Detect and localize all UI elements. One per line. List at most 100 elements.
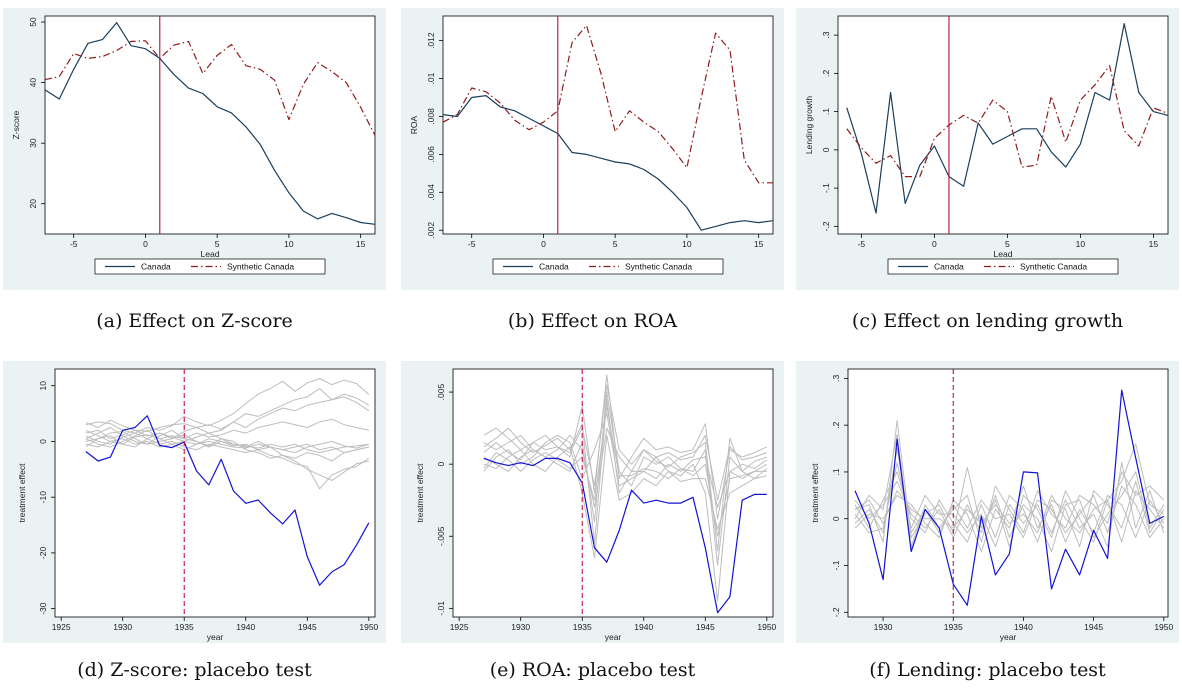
x-tick-label: -5 bbox=[70, 239, 78, 249]
series-line-placebo bbox=[85, 418, 369, 448]
caption-f: (f) Lending: placebo test bbox=[796, 659, 1179, 681]
chart-f: 1930 1935 1940 1945 1950 -.2 -.1 0 .1 .2 .3 year tre… bbox=[810, 368, 1174, 642]
y-tick-label: .004 bbox=[426, 184, 436, 201]
series-line-placebo bbox=[85, 378, 370, 434]
x-tick-label: 5 bbox=[215, 239, 220, 249]
series-line-placebo bbox=[483, 406, 767, 537]
x-tick-label: 1945 bbox=[1084, 622, 1103, 632]
legend-label: Canada bbox=[934, 262, 964, 272]
series-line-synthetic-canada bbox=[442, 24, 773, 184]
chart-a: -5 0 5 10 15 20 30 40 50 Lead Z-score Canada Synthet… bbox=[11, 15, 376, 275]
x-tick-label: 1950 bbox=[757, 622, 776, 632]
y-tick-label: -30 bbox=[38, 602, 48, 615]
y-axis-title: ROA bbox=[409, 115, 419, 134]
series-line-treated bbox=[85, 415, 370, 586]
y-tick-label: .012 bbox=[426, 32, 436, 49]
x-axis-title: year bbox=[207, 632, 224, 642]
x-tick-label: 1940 bbox=[1014, 622, 1033, 632]
series-line-placebo bbox=[483, 374, 768, 520]
caption-c: (c) Effect on lending growth bbox=[796, 310, 1179, 332]
series-line-placebo bbox=[85, 430, 369, 454]
x-tick-label: 1935 bbox=[944, 622, 963, 632]
x-tick-label: 10 bbox=[682, 239, 692, 249]
y-tick-label: 40 bbox=[28, 78, 38, 88]
panel-b: -5 0 5 10 15 .002 .004 .006 .008 .01 .012 ROA Canada… bbox=[401, 8, 784, 290]
y-tick-label: -.2 bbox=[831, 607, 841, 617]
caption-e-text: ROA: placebo test bbox=[521, 659, 696, 681]
y-tick-label: -.005 bbox=[436, 526, 446, 546]
y-axis-title: Z-score bbox=[11, 110, 21, 139]
panel-c: -5 0 5 10 15 -.2 -.1 0 .1 .2 .3 Lead Lending growth C… bbox=[796, 8, 1179, 290]
caption-f-tag: (f) bbox=[869, 659, 892, 681]
plot-area bbox=[54, 368, 376, 618]
y-tick-label: .01 bbox=[426, 72, 436, 84]
panel-e: 1925 1930 1935 1940 1945 1950 -.01 -.005 0 .005 ye… bbox=[401, 361, 784, 643]
x-tick-label: 15 bbox=[1149, 239, 1159, 249]
plot-area bbox=[44, 15, 376, 235]
y-tick-label: .3 bbox=[831, 375, 841, 382]
series-line-treated bbox=[854, 389, 1165, 606]
x-tick-label: 15 bbox=[356, 239, 366, 249]
series-line-placebo bbox=[854, 448, 1165, 538]
x-tick-label: 1930 bbox=[511, 622, 530, 632]
x-tick-label: 0 bbox=[143, 239, 148, 249]
series-line-placebo bbox=[85, 396, 370, 440]
series-line-placebo bbox=[85, 427, 369, 454]
y-tick-label: 50 bbox=[28, 17, 38, 27]
y-tick-label: 0 bbox=[831, 516, 841, 521]
x-axis-title: Lead bbox=[994, 249, 1013, 259]
x-tick-label: 1945 bbox=[696, 622, 715, 632]
x-tick-label: 1925 bbox=[450, 622, 469, 632]
y-tick-label: -.1 bbox=[821, 183, 831, 193]
plot-area bbox=[452, 368, 774, 618]
series-line-placebo bbox=[85, 429, 369, 454]
panel-f: 1930 1935 1940 1945 1950 -.2 -.1 0 .1 .2 .3 year tre… bbox=[796, 361, 1179, 643]
chart-e: 1925 1930 1935 1940 1945 1950 -.01 -.005 0 .005 ye… bbox=[415, 368, 777, 642]
plot-area bbox=[837, 15, 1169, 235]
series-line-canada bbox=[44, 22, 376, 225]
y-tick-label: .002 bbox=[426, 222, 436, 239]
y-tick-label: 10 bbox=[38, 381, 48, 391]
x-tick-label: 1940 bbox=[634, 622, 653, 632]
x-tick-label: 10 bbox=[284, 239, 294, 249]
y-tick-label: -20 bbox=[38, 547, 48, 560]
x-tick-label: -5 bbox=[858, 239, 866, 249]
caption-a-text: Effect on Z-score bbox=[128, 310, 293, 332]
caption-b: (b) Effect on ROA bbox=[401, 310, 784, 332]
x-tick-label: 1950 bbox=[1154, 622, 1173, 632]
y-tick-label: .008 bbox=[426, 108, 436, 125]
legend-label: Canada bbox=[539, 262, 569, 272]
y-tick-label: 20 bbox=[28, 199, 38, 209]
chart-c: -5 0 5 10 15 -.2 -.1 0 .1 .2 .3 Lead Lending growth C… bbox=[804, 15, 1169, 275]
series-line-synthetic-canada bbox=[44, 40, 376, 136]
caption-c-tag: (c) bbox=[851, 310, 878, 332]
y-tick-label: 30 bbox=[28, 138, 38, 148]
y-axis-title: treatment effect bbox=[810, 463, 820, 523]
series-line-placebo bbox=[483, 391, 768, 566]
x-tick-label: 1950 bbox=[359, 622, 378, 632]
caption-d-tag: (d) bbox=[77, 659, 105, 681]
x-tick-label: 1925 bbox=[52, 622, 71, 632]
plot-area bbox=[847, 368, 1169, 618]
x-axis-title: year bbox=[605, 632, 622, 642]
x-tick-label: 1930 bbox=[874, 622, 893, 632]
chart-b: -5 0 5 10 15 .002 .004 .006 .008 .01 .012 ROA Canada… bbox=[409, 15, 774, 275]
y-tick-label: 0 bbox=[821, 147, 831, 152]
x-tick-label: 1935 bbox=[573, 622, 592, 632]
series-line-canada bbox=[846, 23, 1169, 214]
caption-b-tag: (b) bbox=[507, 310, 535, 332]
y-tick-label: .005 bbox=[436, 384, 446, 401]
x-tick-label: 5 bbox=[1005, 239, 1010, 249]
x-tick-label: 1940 bbox=[236, 622, 255, 632]
y-tick-label: .1 bbox=[821, 108, 831, 115]
x-tick-label: 10 bbox=[1076, 239, 1086, 249]
panel-d: 1925 1930 1935 1940 1945 1950 -30 -20 -10 0 10 year… bbox=[3, 361, 386, 643]
caption-b-text: Effect on ROA bbox=[540, 310, 678, 332]
caption-a-tag: (a) bbox=[96, 310, 123, 332]
y-axis-title: Lending growth bbox=[804, 96, 814, 154]
y-tick-label: .2 bbox=[831, 421, 841, 428]
y-tick-label: .1 bbox=[831, 468, 841, 475]
caption-a: (a) Effect on Z-score bbox=[3, 310, 386, 332]
y-tick-label: -.1 bbox=[831, 560, 841, 570]
caption-d: (d) Z-score: placebo test bbox=[3, 659, 386, 681]
